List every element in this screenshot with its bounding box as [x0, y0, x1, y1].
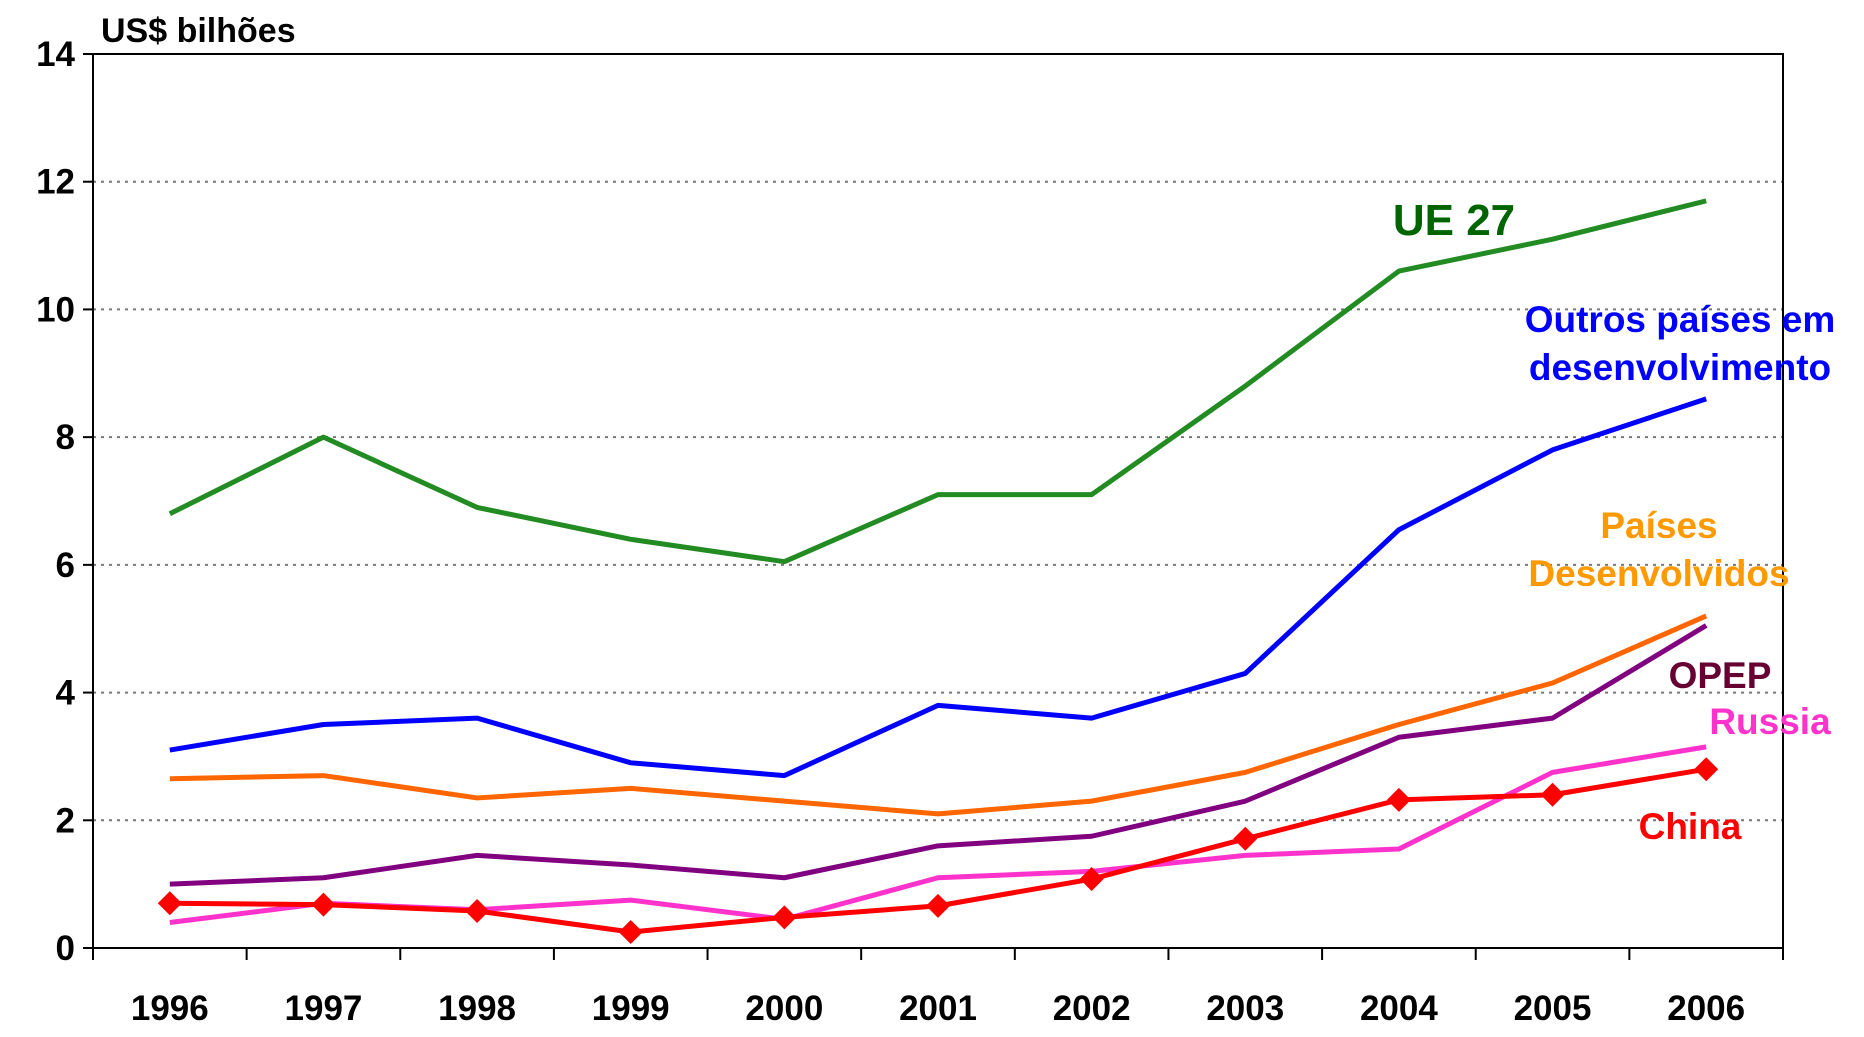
- point-marker: [618, 920, 643, 945]
- y-tick-label: 10: [36, 290, 75, 329]
- y-tick-label: 14: [36, 35, 75, 74]
- point-marker: [926, 893, 950, 918]
- y-axis-title: US$ bilhões: [101, 12, 296, 50]
- x-tick-label: 1997: [285, 989, 363, 1028]
- point-marker: [465, 898, 490, 923]
- x-tick-label: 1999: [592, 989, 670, 1028]
- y-tick-label: 2: [56, 801, 75, 840]
- point-marker: [1694, 757, 1719, 782]
- series-line: [169, 396, 1707, 779]
- y-tick-label: 8: [56, 418, 75, 457]
- y-tick-label: 12: [36, 163, 75, 202]
- point-marker: [772, 905, 797, 930]
- point-marker: [1540, 782, 1565, 807]
- series-label: UE 27: [1392, 196, 1516, 245]
- x-tick-label: 2006: [1667, 989, 1745, 1028]
- point-marker: [311, 892, 336, 917]
- x-tick-label: 1996: [131, 989, 209, 1028]
- series-label: Russia: [1709, 701, 1831, 742]
- y-tick-label: 4: [56, 674, 76, 713]
- x-tick-label: 2003: [1206, 989, 1284, 1028]
- x-tick-label: 2000: [745, 989, 823, 1028]
- x-tick-label: 2002: [1053, 989, 1131, 1028]
- point-marker: [1386, 787, 1411, 812]
- x-tick-label: 1998: [438, 989, 516, 1028]
- x-tick-label: 2001: [899, 989, 977, 1028]
- point-marker: [1079, 867, 1104, 892]
- point-marker: [1233, 826, 1258, 851]
- x-tick-label: 2005: [1514, 989, 1592, 1028]
- y-tick-label: 6: [56, 546, 75, 585]
- series-label: Outros países em desenvolvimento: [1524, 299, 1836, 389]
- series-line: [169, 623, 1708, 887]
- point-marker: [157, 891, 182, 916]
- series-label: OPEP: [1668, 655, 1772, 696]
- series-label: China: [1638, 806, 1742, 847]
- series-line: [169, 613, 1708, 817]
- series-label: Países Desenvolvidos: [1528, 505, 1790, 595]
- plot-frame: [92, 53, 1784, 949]
- series-line: [168, 198, 1707, 565]
- y-tick-label: 0: [56, 929, 75, 968]
- x-tick-label: 2004: [1360, 989, 1438, 1028]
